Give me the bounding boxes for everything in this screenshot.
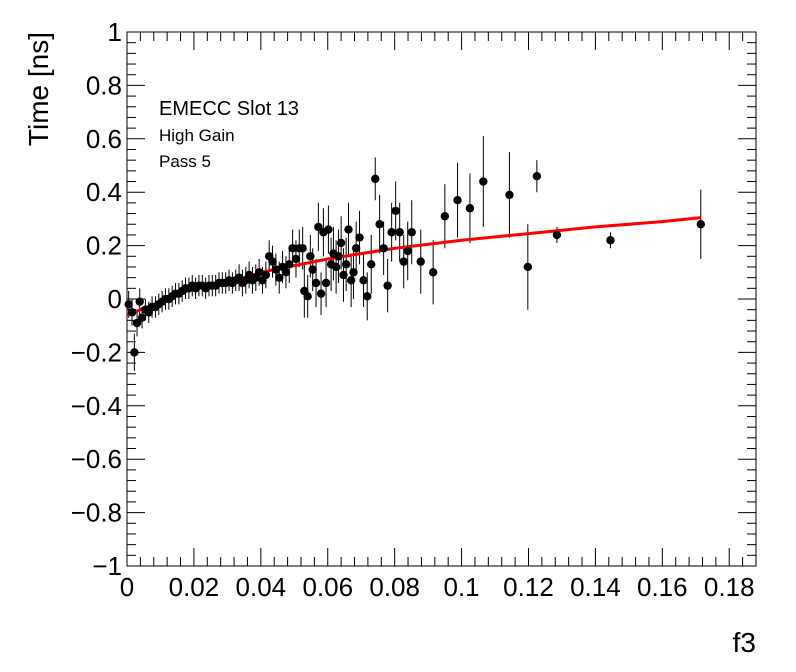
data-point — [288, 244, 297, 253]
data-points — [124, 171, 705, 357]
y-tick-label: −0.4 — [71, 391, 122, 421]
y-tick-label: 0.4 — [86, 177, 122, 207]
data-point — [271, 265, 281, 274]
data-point — [367, 260, 376, 269]
legend-line-1: High Gain — [159, 126, 235, 145]
data-point — [440, 212, 450, 221]
data-point — [306, 252, 315, 261]
data-point — [314, 222, 323, 232]
data-point — [124, 300, 133, 309]
data-point — [311, 278, 321, 288]
data-point — [334, 252, 343, 261]
y-tick-label: 0.2 — [86, 231, 122, 261]
x-tick-label: 0.16 — [637, 572, 688, 602]
data-point — [275, 273, 284, 282]
data-point — [523, 262, 533, 272]
data-point — [254, 268, 264, 277]
data-point — [351, 244, 361, 253]
data-point — [344, 225, 353, 234]
x-tick-label: 0.12 — [503, 572, 554, 602]
x-tick-label: 0.14 — [570, 572, 621, 602]
data-point — [308, 265, 317, 274]
data-point — [363, 292, 372, 301]
x-tick-label: 0.1 — [443, 572, 479, 602]
legend-line-0: EMECC Slot 13 — [159, 98, 299, 120]
y-tick-label: −0.6 — [71, 444, 122, 474]
data-point — [383, 281, 392, 290]
y-tick-label: −0.2 — [71, 337, 122, 367]
data-point — [387, 228, 396, 237]
data-point — [416, 257, 425, 266]
data-point — [453, 196, 462, 205]
data-point — [505, 190, 514, 200]
data-point — [375, 220, 384, 229]
y-tick-label: 0.6 — [86, 124, 122, 154]
y-tick-label: 0.8 — [86, 70, 122, 100]
data-point — [132, 318, 142, 328]
data-point — [324, 225, 333, 234]
data-point — [346, 276, 356, 285]
data-point — [428, 268, 438, 277]
data-point — [465, 204, 475, 213]
legend-line-2: Pass 5 — [159, 152, 211, 171]
data-point — [316, 289, 326, 298]
data-point — [407, 228, 416, 237]
y-tick-label: −0.8 — [71, 498, 122, 528]
data-point — [341, 260, 351, 269]
data-point — [403, 246, 412, 256]
x-tick-labels: 0 0.02 0.04 0.06 0.08 0.1 0.12 0.14 0.16 0.18 — [120, 572, 755, 602]
data-point — [130, 348, 139, 357]
data-point — [371, 174, 380, 184]
x-tick-label: 0.18 — [704, 572, 755, 602]
x-tick-label: 0 — [120, 572, 134, 602]
data-point — [331, 262, 341, 272]
data-point — [127, 308, 137, 317]
y-tick-label: 1 — [108, 17, 122, 47]
data-point — [395, 228, 404, 237]
data-point — [696, 220, 705, 229]
data-point — [391, 206, 400, 216]
error-bars — [128, 136, 702, 372]
y-tick-labels: −1 −0.8 −0.6 −0.4 −0.2 0 0.2 0.4 0.6 0.8 1 — [71, 17, 122, 581]
data-point — [336, 238, 346, 248]
data-point — [291, 254, 301, 264]
data-point — [281, 268, 291, 277]
data-point — [135, 297, 144, 306]
data-point — [359, 276, 368, 285]
data-point — [298, 244, 307, 253]
y-tick-label: 0 — [108, 284, 122, 314]
y-axis-title: Time [ns] — [23, 32, 54, 146]
data-point — [552, 230, 562, 240]
y-tick-label: −1 — [92, 551, 122, 581]
data-point — [355, 233, 364, 242]
data-point — [379, 244, 388, 253]
x-axis-title: f3 — [733, 627, 756, 658]
data-point — [137, 313, 147, 322]
data-point — [339, 270, 348, 280]
x-tick-label: 0.08 — [369, 572, 420, 602]
data-point — [399, 257, 408, 266]
data-point — [261, 270, 271, 280]
data-point — [606, 236, 615, 245]
data-point — [349, 268, 358, 277]
x-tick-label: 0.02 — [169, 572, 220, 602]
x-tick-label: 0.06 — [302, 572, 353, 602]
x-tick-label: 0.04 — [236, 572, 287, 602]
data-point — [268, 257, 277, 266]
data-point — [479, 177, 488, 186]
data-point — [532, 171, 542, 181]
data-point — [321, 278, 331, 288]
data-point — [303, 292, 312, 301]
data-point — [285, 260, 294, 269]
